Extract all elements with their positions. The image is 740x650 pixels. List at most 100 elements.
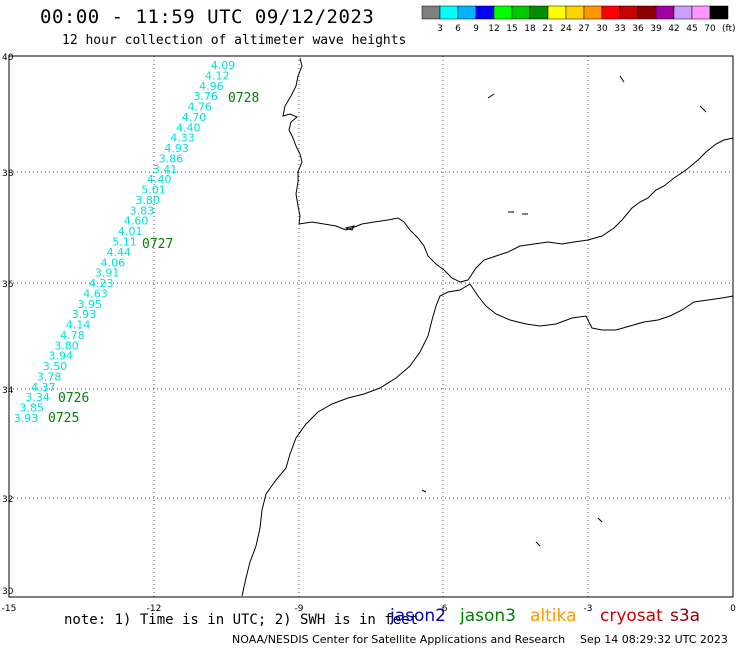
colorbar-label: 18 [524,24,536,34]
lon-tick-label: -12 [147,604,162,614]
island-4 [597,517,603,523]
swh-label: 4.09 [211,59,236,72]
swh-label: 4.70 [182,111,207,124]
swh-label: 4.76 [188,101,213,114]
colorbar-swatch [637,5,657,20]
swh-label: 3.95 [77,298,102,311]
colorbar-label: 21 [542,24,553,34]
colorbar-swatch [457,5,477,20]
colorbar-swatch [655,5,675,20]
colorbar-swatch [583,5,603,20]
swh-label: 3.76 [193,90,218,103]
coast-north-africa [469,283,734,331]
colorbar-swatch [529,5,549,20]
colorbar-label: 24 [560,24,572,34]
colorbar-label: 9 [473,24,479,34]
colorbar-label: 12 [488,24,499,34]
swh-label: 4.40 [147,173,172,186]
lon-tick-label: -6 [439,604,448,614]
colorbar-label: 30 [596,24,608,34]
swh-label: 4.96 [199,80,224,93]
colorbar-swatch [547,5,567,20]
lon-tick-label: 0 [730,604,736,614]
footer-note: note: 1) Time is in UTC; 2) SWH is in fe… [64,612,419,628]
swh-label: 3.93 [14,412,39,425]
colorbar-swatch [673,5,693,20]
coast-morocco [241,283,471,597]
satellite-name: altika [530,606,577,626]
island-8 [619,75,625,83]
colorbar-swatch [421,5,441,20]
time-label: 0726 [58,391,89,406]
colorbar-swatch [601,5,621,20]
colorbar-swatch [475,5,495,20]
colorbar-label: 33 [614,24,625,34]
swh-label: 3.85 [20,402,45,415]
coast-portugal [282,57,303,225]
coast-iberia-south [298,137,734,283]
satellite-name: jason3 [460,606,516,626]
map-subtitle: 12 hour collection of altimeter wave hei… [62,33,407,48]
swh-label: 4.78 [60,329,85,342]
swh-label: 3.91 [95,267,120,280]
swh-label: 4.60 [124,215,149,228]
swh-label: 5.11 [112,236,137,249]
colorbar-swatch [439,5,459,20]
colorbar-swatch [565,5,585,20]
lon-tick-label: -15 [2,604,17,614]
swh-label: 3.34 [25,391,50,404]
swh-label: 3.80 [54,339,79,352]
map-title: 00:00 - 11:59 UTC 09/12/2023 [40,6,375,28]
swh-label: 3.78 [37,370,62,383]
swh-label: 4.14 [66,319,91,332]
lat-tick-label: 40 [2,53,14,63]
time-label: 0725 [48,411,79,426]
island-1 [344,225,355,231]
credit-text: NOAA/NESDIS Center for Satellite Applica… [232,633,566,646]
colorbar-label: 27 [578,24,589,34]
swh-label: 4.01 [118,225,143,238]
island-5 [421,489,427,493]
swh-label: 4.40 [176,121,201,134]
colorbar-swatch [709,5,729,20]
swh-label: 4.12 [205,69,230,82]
map-frame [8,55,734,598]
island-6 [535,541,541,547]
swh-label: 3.41 [153,163,178,176]
altimeter-track: 4.094.124.963.764.764.704.404.334.933.86… [14,59,260,426]
colorbar-swatch [691,5,711,20]
colorbar-label: 42 [668,24,679,34]
colorbar-label: 70 [704,24,716,34]
time-label: 0728 [228,91,259,106]
colorbar-label: 36 [632,24,644,34]
time-label: 0727 [142,237,173,252]
island-7 [487,93,495,99]
lon-tick-label: -9 [295,604,304,614]
colorbar-label: 45 [686,24,697,34]
swh-label: 3.83 [130,204,155,217]
coastline [241,57,734,597]
island-9 [699,105,707,113]
lon-tick-label: -3 [584,604,593,614]
swh-label: 4.33 [170,132,195,145]
swh-label: 4.37 [31,381,56,394]
colorbar-swatch [493,5,513,20]
lat-tick-label: 32 [2,495,13,505]
swh-label: 4.06 [101,256,126,269]
colorbar-unit: (ft) [722,24,736,34]
lat-tick-label: 30 [2,587,14,597]
satellite-name: cryosat [600,606,663,626]
color-scale-bar: 3 6 9 12 15 18 21 24 27 30 33 36 39 42 45 70 (ft) [421,5,736,34]
swh-label: 4.63 [83,287,108,300]
colorbar-label: 15 [506,24,517,34]
colorbar-swatch [619,5,639,20]
lat-lon-grid: -15 -12 -9 -6 -3 0 30 32 34 36 38 40 [2,53,736,614]
generated-timestamp: Sep 14 08:29:32 UTC 2023 [580,633,728,646]
colorbar-swatch [511,5,531,20]
colorbar-label: 39 [650,24,662,34]
lat-tick-label: 36 [2,280,14,290]
lat-tick-label: 38 [2,169,14,179]
swh-label: 3.86 [159,152,184,165]
swh-label: 3.50 [43,360,68,373]
